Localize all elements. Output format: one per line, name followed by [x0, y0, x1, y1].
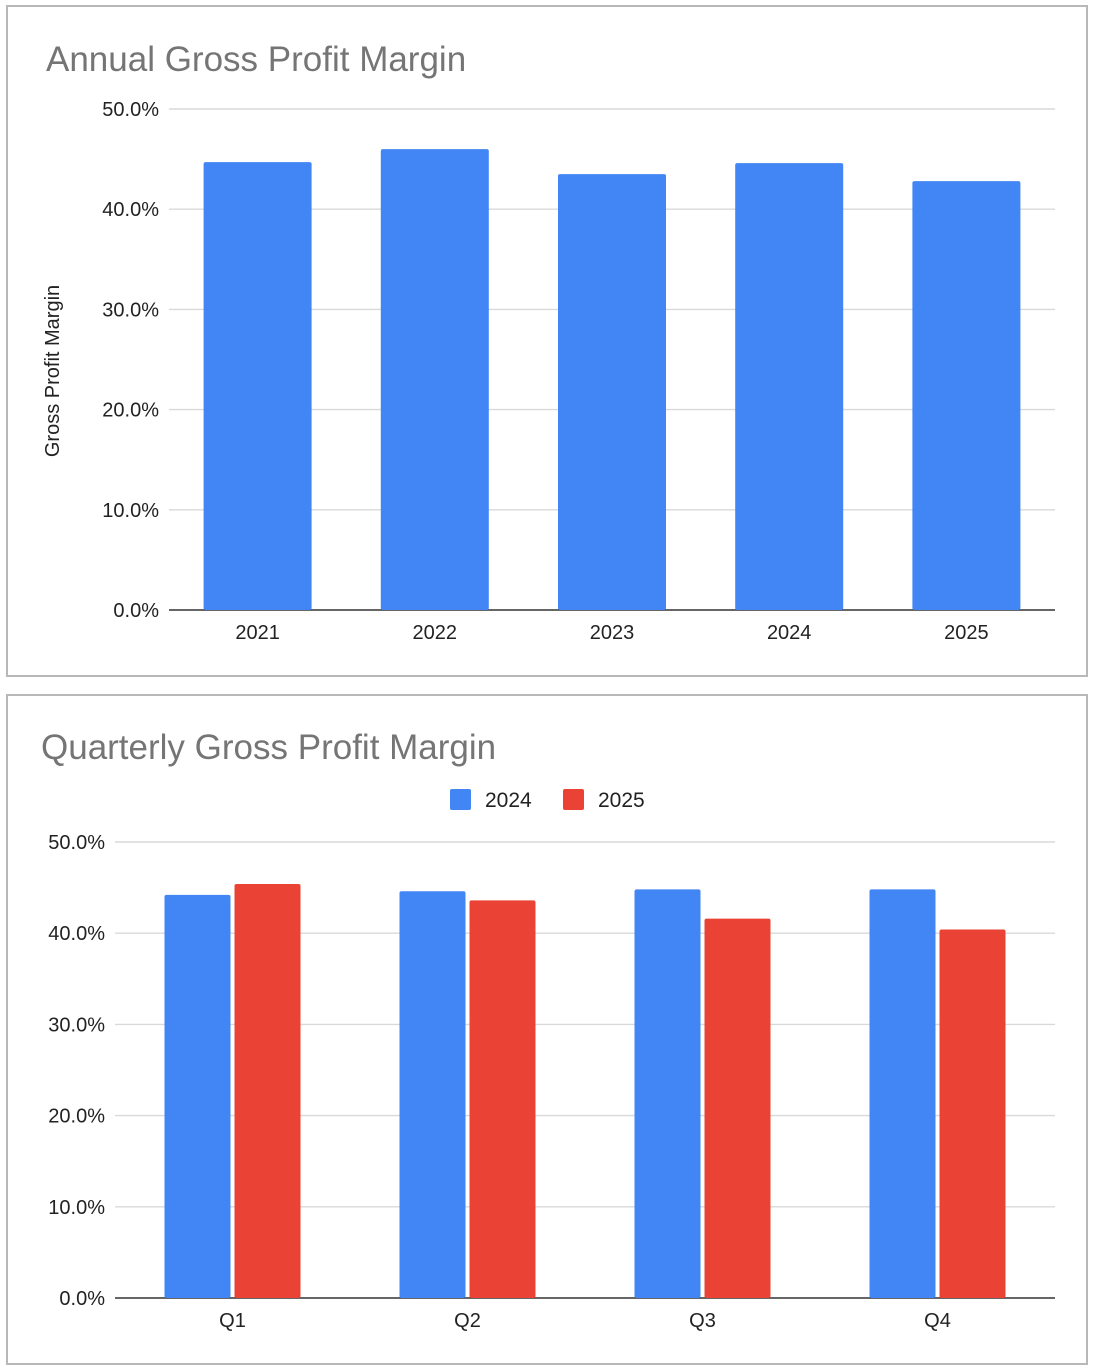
bar-q3-2024 — [634, 889, 701, 1298]
legend: 2024 2025 — [450, 789, 645, 812]
x-tick-label: Q1 — [219, 1310, 246, 1332]
annual-chart-title: Annual Gross Profit Margin — [46, 40, 466, 79]
bar-2023-gross-profit-margin — [558, 174, 666, 610]
y-tick-label: 10.0% — [48, 1197, 105, 1219]
x-tick-label: Q4 — [924, 1310, 951, 1332]
y-tick-label: 50.0% — [48, 832, 105, 854]
annual-chart-panel: Annual Gross Profit Margin Gross Profit … — [6, 5, 1088, 677]
y-tick-label: 30.0% — [102, 299, 159, 321]
x-tick-label: 2023 — [590, 622, 635, 644]
annual-y-axis-title: Gross Profit Margin — [42, 285, 64, 457]
bar-q4-2024 — [869, 889, 936, 1298]
bar-2024-gross-profit-margin — [735, 163, 844, 610]
x-tick-label: Q2 — [454, 1310, 481, 1332]
y-tick-label: 0.0% — [59, 1288, 105, 1310]
bar-q2-2024 — [399, 891, 466, 1298]
y-tick-label: 40.0% — [102, 199, 159, 221]
bar-2021-gross-profit-margin — [203, 162, 312, 610]
legend-swatch-2024 — [450, 789, 471, 810]
bar-q4-2025 — [939, 929, 1006, 1298]
annual-chart: Annual Gross Profit Margin Gross Profit … — [42, 40, 1055, 644]
quarterly-chart: Quarterly Gross Profit Margin 2024 2025 … — [41, 728, 1055, 1332]
x-tick-label: 2021 — [235, 622, 280, 644]
bar-q1-2025 — [234, 883, 301, 1298]
quarterly-chart-panel: Quarterly Gross Profit Margin 2024 2025 … — [6, 694, 1088, 1365]
quarterly-chart-title: Quarterly Gross Profit Margin — [41, 728, 496, 767]
x-tick-label: Q3 — [689, 1310, 716, 1332]
x-tick-label: 2024 — [767, 622, 812, 644]
bar-2025-gross-profit-margin — [912, 181, 1021, 611]
bar-q1-2024 — [164, 894, 231, 1298]
legend-swatch-2025 — [563, 789, 584, 810]
y-tick-label: 10.0% — [102, 500, 159, 522]
x-tick-label: 2022 — [413, 622, 458, 644]
bar-q3-2025 — [704, 918, 771, 1298]
y-tick-label: 20.0% — [48, 1106, 105, 1128]
legend-label-2024: 2024 — [485, 789, 532, 812]
y-tick-label: 50.0% — [102, 99, 159, 121]
y-tick-label: 40.0% — [48, 923, 105, 945]
bar-2022-gross-profit-margin — [380, 149, 489, 610]
x-tick-label: 2025 — [944, 622, 989, 644]
y-tick-label: 20.0% — [102, 400, 159, 422]
y-tick-label: 30.0% — [48, 1014, 105, 1036]
bar-q2-2025 — [469, 900, 536, 1298]
y-tick-label: 0.0% — [113, 600, 159, 622]
legend-label-2025: 2025 — [598, 789, 645, 812]
